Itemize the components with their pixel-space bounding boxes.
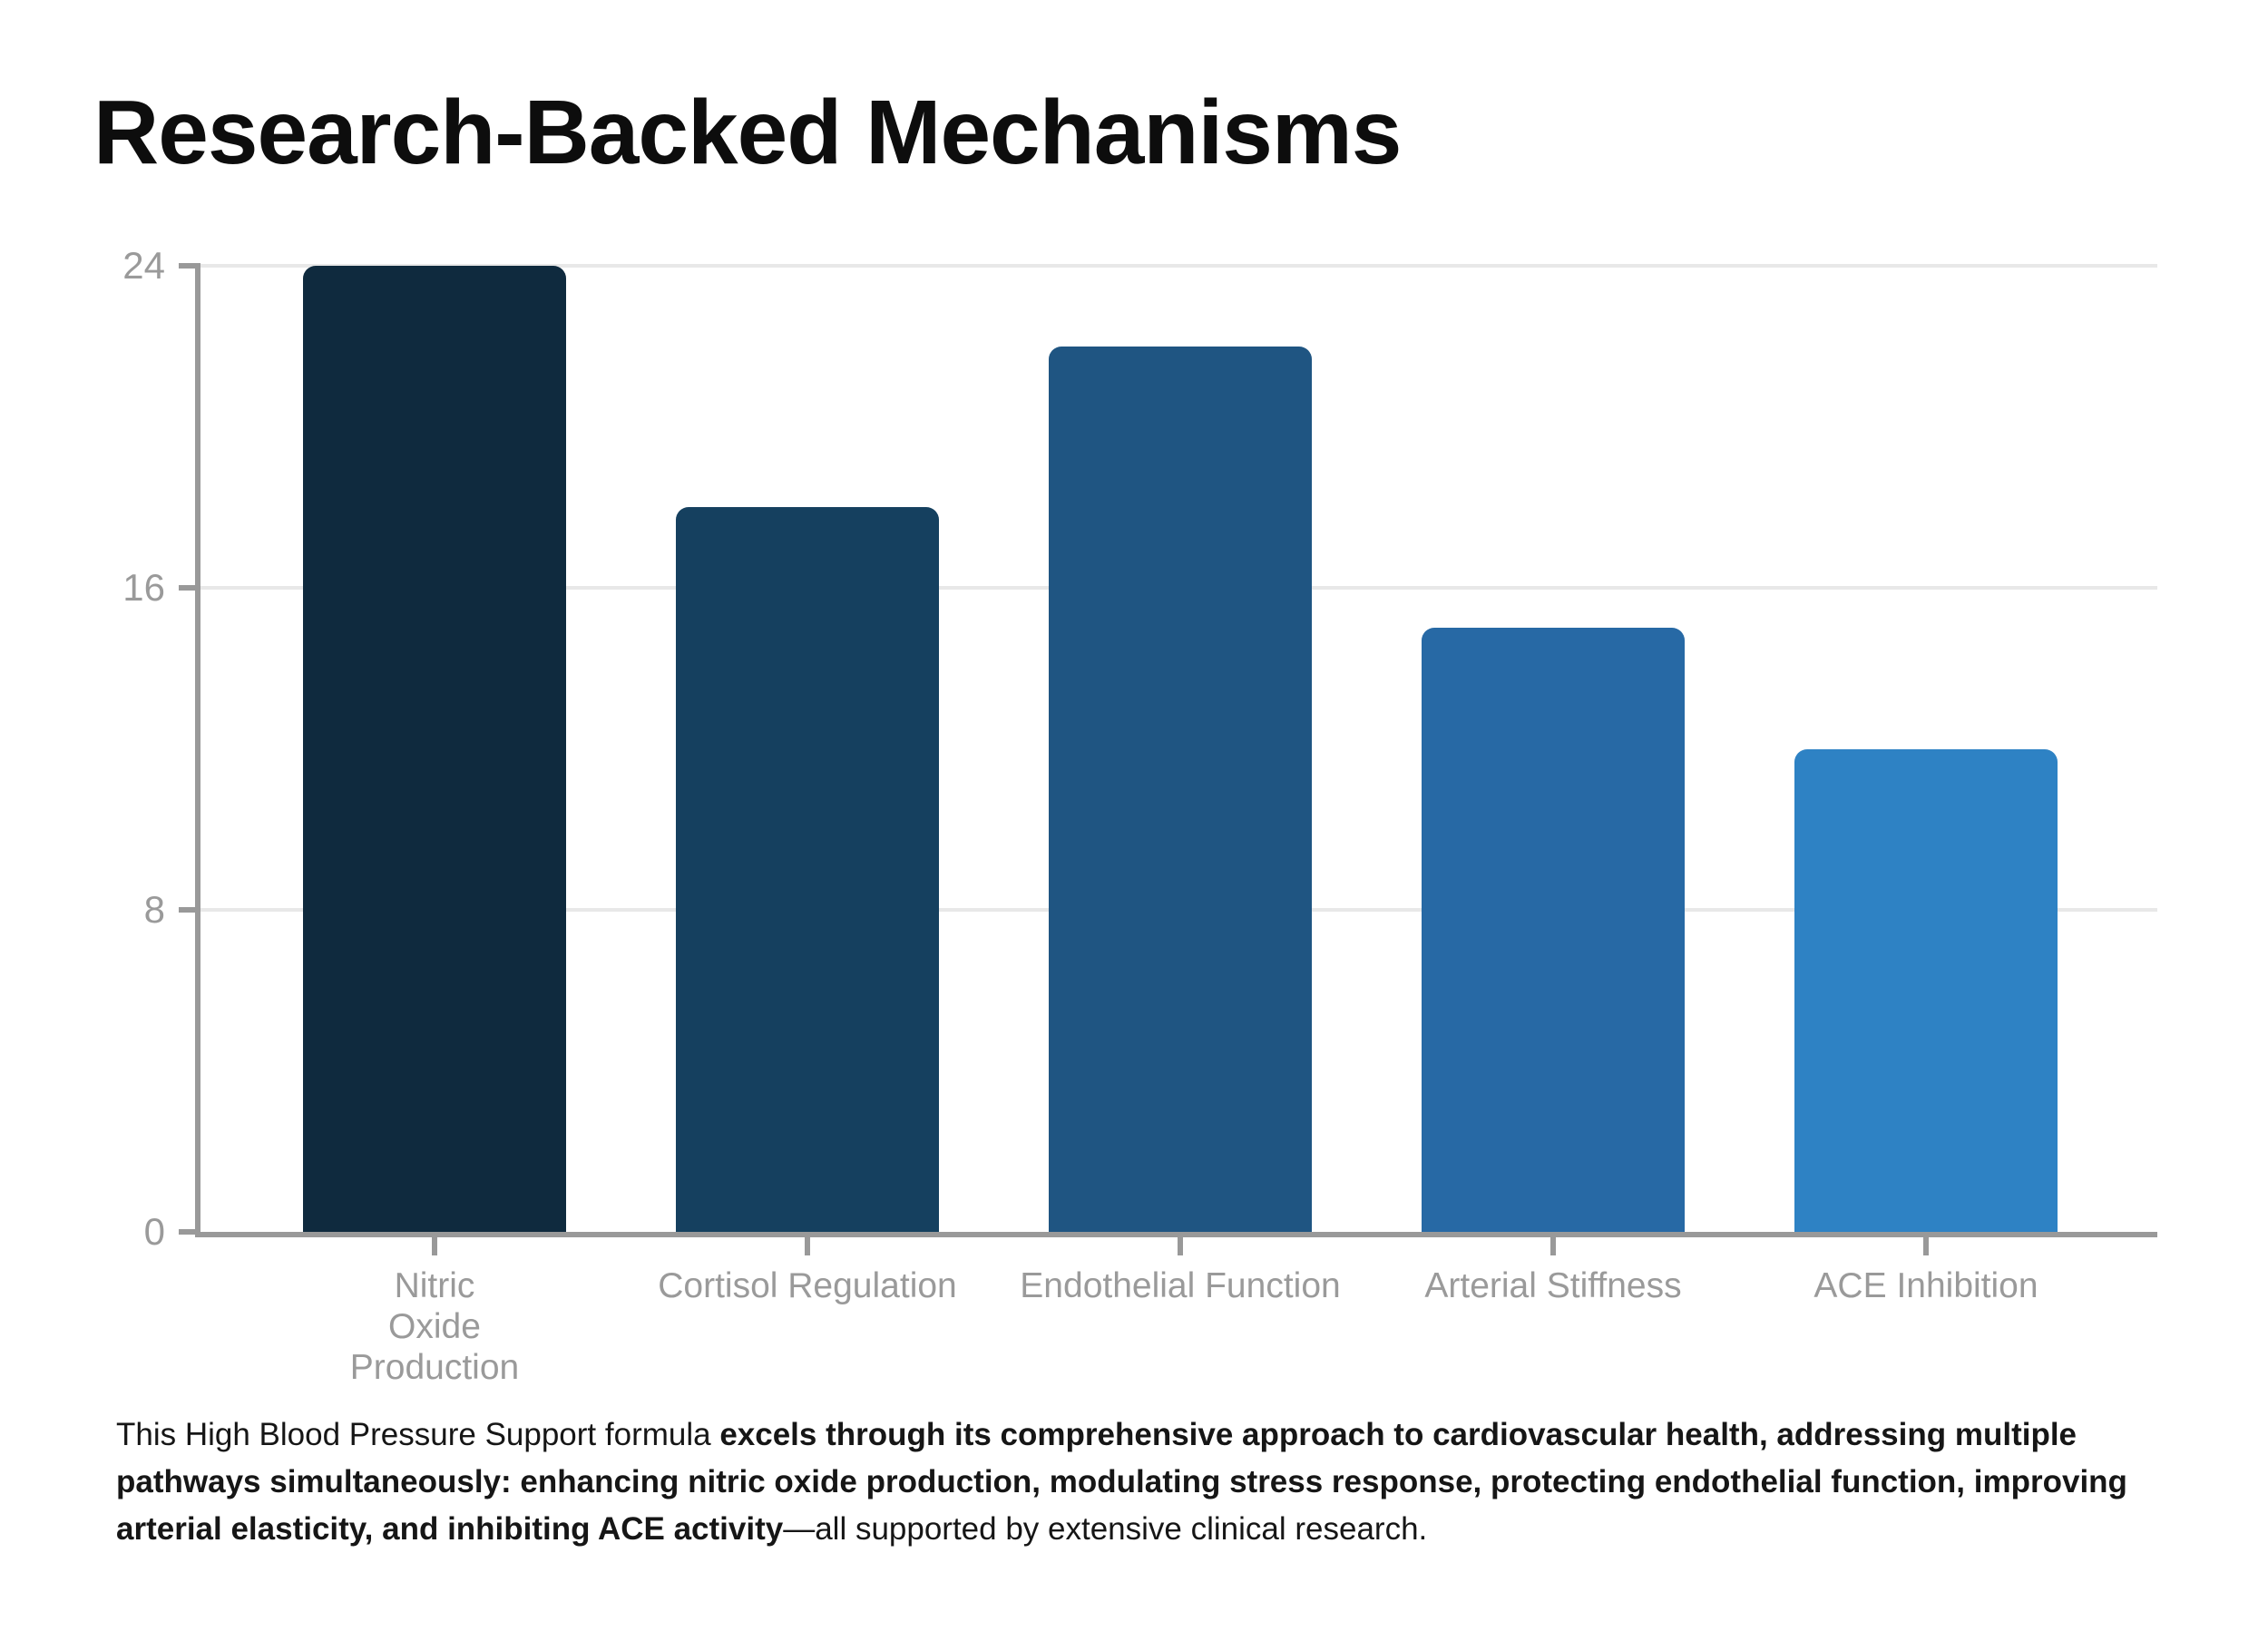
caption-lead: This High Blood Pressure Support formula: [116, 1417, 720, 1452]
x-axis-tick: [1550, 1237, 1556, 1255]
x-axis-tick: [1178, 1237, 1183, 1255]
chart-title: Research-Backed Mechanisms: [93, 82, 1402, 183]
x-axis-label: Nitric Oxide Production: [349, 1266, 520, 1387]
x-axis-label: Endothelial Function: [1020, 1266, 1341, 1305]
x-axis-tick: [805, 1237, 810, 1255]
y-axis-tick: [179, 907, 200, 913]
y-axis-label: 8: [143, 888, 165, 931]
bar: [676, 507, 939, 1232]
x-axis-tick: [1923, 1237, 1929, 1255]
caption-tail: —all supported by extensive clinical res…: [783, 1511, 1428, 1547]
x-axis-tick: [432, 1237, 437, 1255]
y-axis-tick: [179, 263, 200, 269]
bar: [1049, 346, 1312, 1232]
y-axis-label: 24: [122, 244, 165, 287]
x-axis-label: ACE Inhibition: [1813, 1266, 2038, 1305]
x-axis-label: Arterial Stiffness: [1424, 1266, 1682, 1305]
gridline: [200, 264, 2157, 268]
y-axis-label: 16: [122, 566, 165, 609]
y-axis-label: 0: [143, 1210, 165, 1253]
caption: This High Blood Pressure Support formula…: [116, 1411, 2185, 1553]
caption-emphasis: excels through its comprehensive approac…: [116, 1417, 2127, 1547]
bar: [1794, 748, 2058, 1232]
bar: [1422, 628, 1685, 1232]
bar: [303, 266, 566, 1232]
x-axis-label: Cortisol Regulation: [658, 1266, 957, 1305]
y-axis-tick: [179, 1229, 200, 1235]
bar-chart-plot-area: 0 8 16 24 Nitric Oxide Production Cortisol Re…: [122, 244, 2157, 1387]
y-axis-tick: [179, 585, 200, 591]
